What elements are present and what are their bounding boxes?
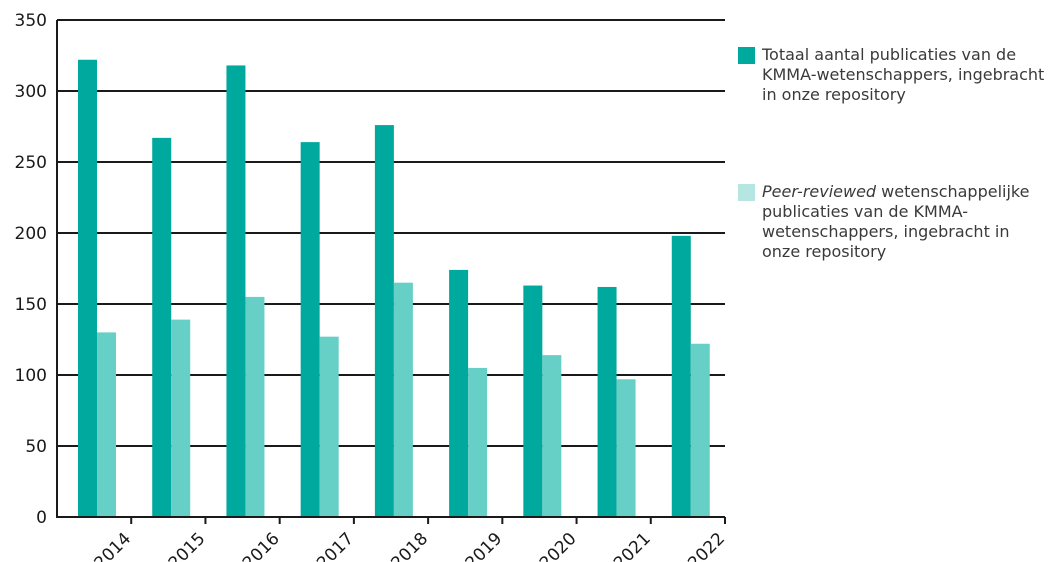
legend-label-total: Totaal aantal publicaties van de KMMA-we… <box>762 45 1045 104</box>
bar-peer-2019 <box>468 367 488 517</box>
x-tick-label-2016: 2016 <box>239 529 284 562</box>
bar-peer-2015 <box>171 319 191 517</box>
bar-peer-2022 <box>690 343 710 517</box>
bar-total-2019 <box>449 269 469 517</box>
bar-total-2020 <box>523 285 543 517</box>
legend-label-peer-italic: Peer-reviewed <box>762 182 877 201</box>
y-tick-label-0: 0 <box>36 508 47 528</box>
bar-peer-2021 <box>616 379 636 517</box>
y-tick-label-200: 200 <box>15 224 47 244</box>
x-tick-labels: 2014 2015 2016 2017 2018 2019 2020 2021 2022 <box>91 529 730 562</box>
axes <box>56 20 726 524</box>
bar-total-2018 <box>374 125 394 517</box>
x-tick-label-2014: 2014 <box>91 529 136 562</box>
x-tick-label-2015: 2015 <box>165 529 210 562</box>
legend-label-peer: Peer-reviewed wetenschappelijke publicat… <box>762 182 1050 262</box>
y-tick-label-100: 100 <box>15 366 47 386</box>
y-tick-label-50: 50 <box>25 437 47 457</box>
bars <box>78 59 710 518</box>
legend-swatch-peer <box>738 184 755 201</box>
bar-total-2016 <box>226 65 246 517</box>
bar-total-2015 <box>152 137 172 518</box>
x-tick-label-2018: 2018 <box>387 529 432 562</box>
x-tick-label-2021: 2021 <box>610 529 655 562</box>
y-tick-label-250: 250 <box>15 153 47 173</box>
bar-total-2022 <box>671 235 691 517</box>
y-tick-label-300: 300 <box>15 82 47 102</box>
y-tick-labels: 0 50 100 150 200 250 300 350 <box>15 11 47 528</box>
bar-total-2021 <box>597 286 617 517</box>
x-tick-label-2019: 2019 <box>462 529 507 562</box>
x-tick-label-2017: 2017 <box>313 529 358 562</box>
bar-total-2017 <box>300 142 320 517</box>
bar-peer-2017 <box>319 336 339 517</box>
y-tick-label-350: 350 <box>15 11 47 31</box>
bar-peer-2018 <box>393 282 413 517</box>
legend-label-peer-rest: wetenschappelijke publicaties van de KMM… <box>762 182 1030 261</box>
bar-peer-2020 <box>542 355 562 517</box>
bar-peer-2016 <box>245 296 265 517</box>
legend-swatch-total <box>738 47 755 64</box>
y-tick-label-150: 150 <box>15 295 47 315</box>
x-tick-label-2020: 2020 <box>536 529 581 562</box>
x-tick-label-2022: 2022 <box>684 529 729 562</box>
bar-peer-2014 <box>97 332 116 517</box>
bar-total-2014 <box>78 59 97 517</box>
